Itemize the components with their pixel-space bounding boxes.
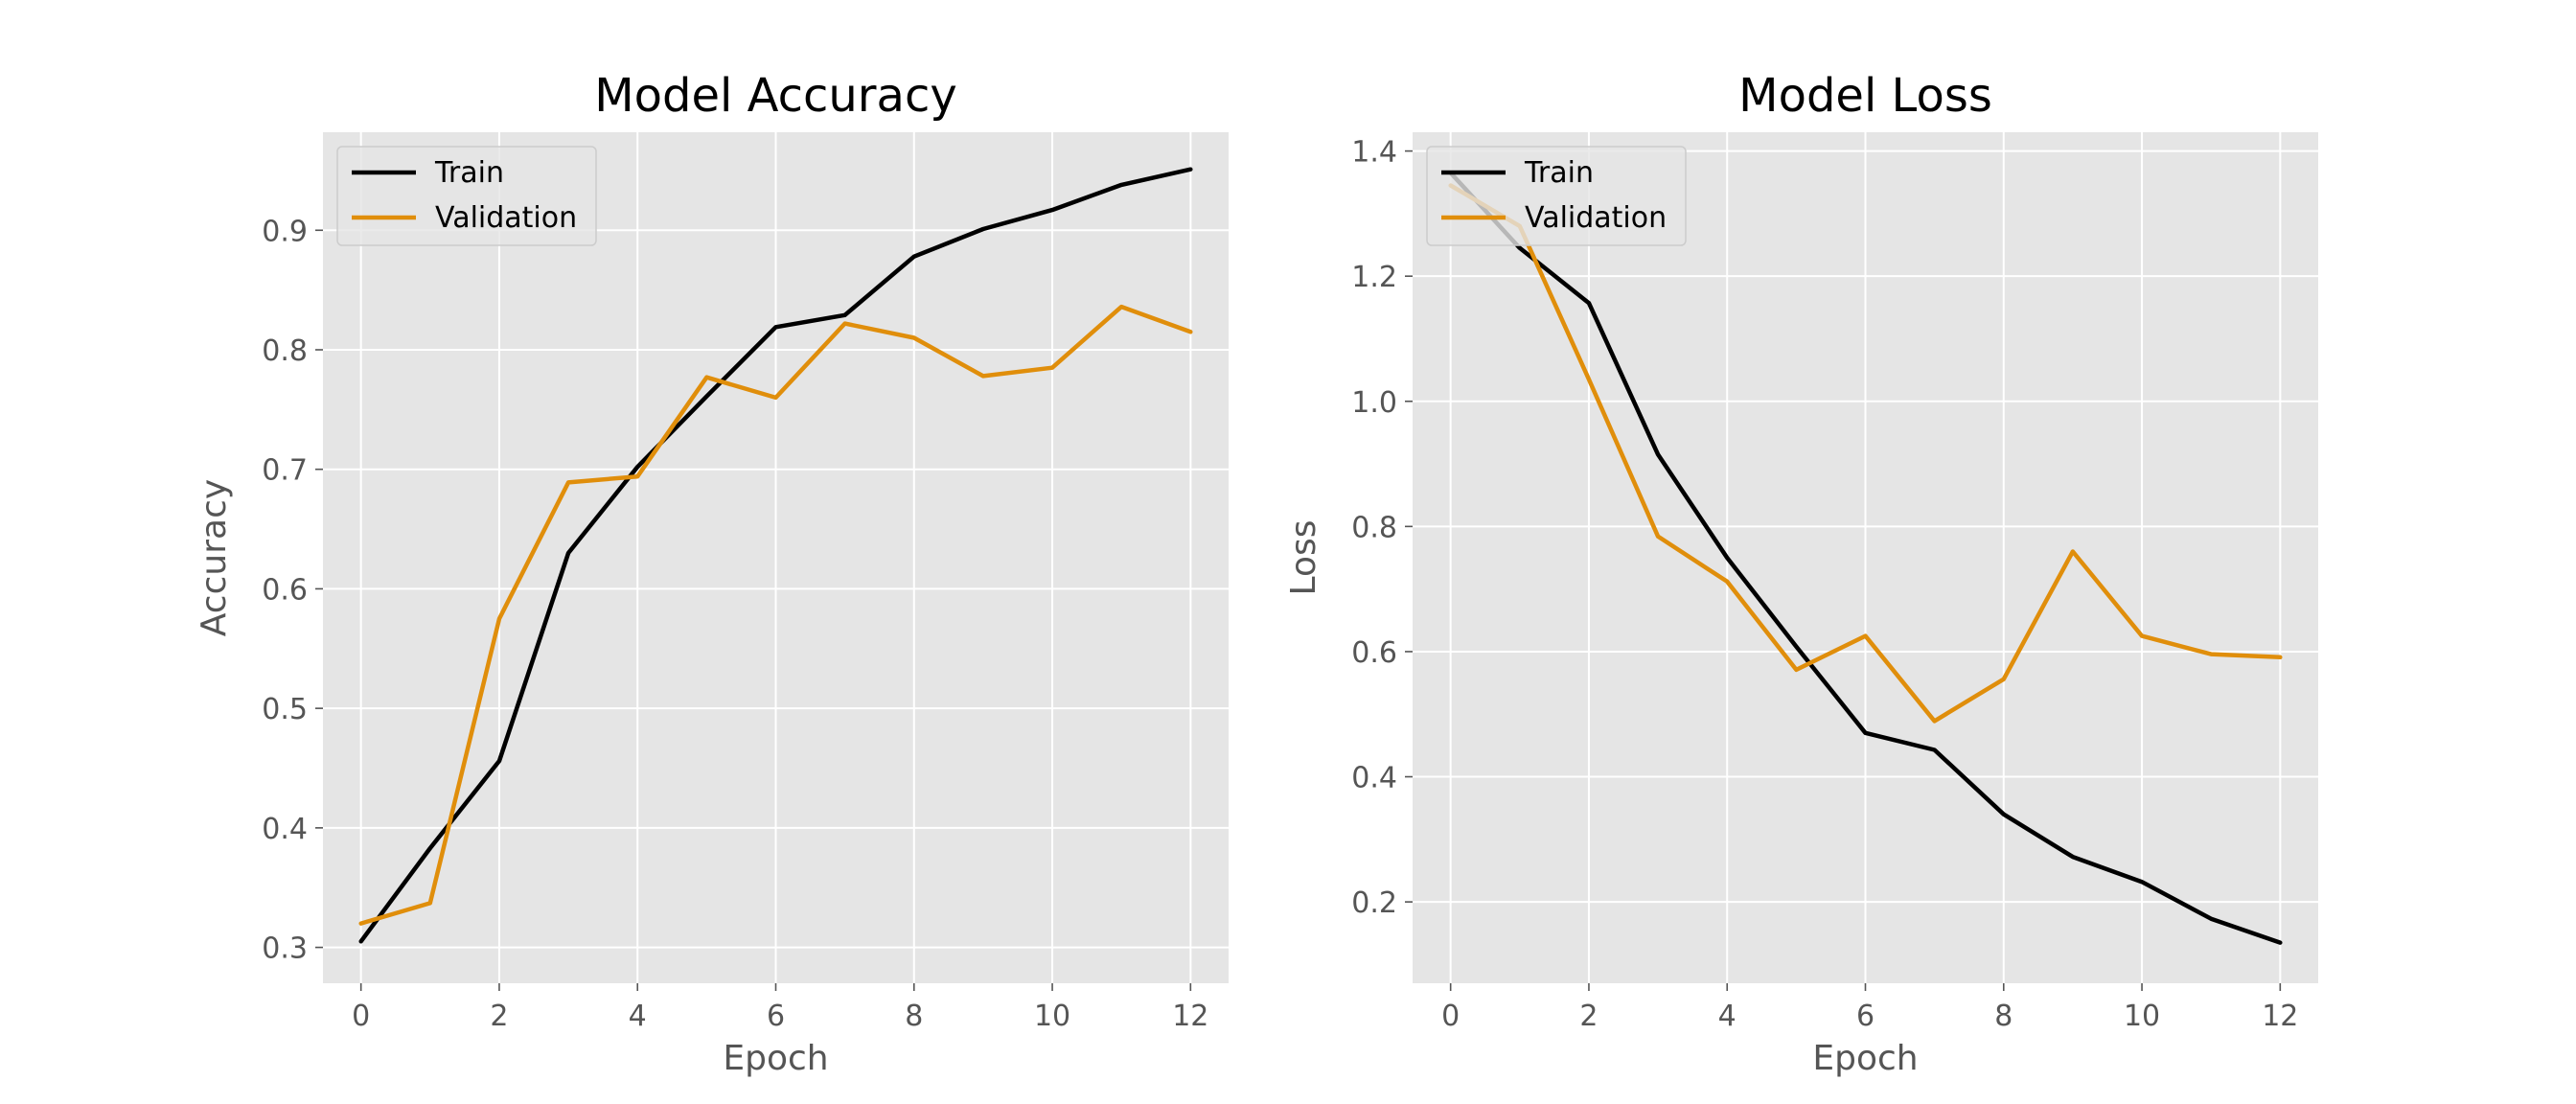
y-tick-label: 0.9 bbox=[262, 215, 308, 248]
x-tick-label: 2 bbox=[490, 1000, 508, 1033]
legend-label-validation: Validation bbox=[1525, 201, 1667, 235]
chart-0: 0 2 4 6 8 10 12 0.3 0.4 0.5 0.6 0.7 0.8 0.9 Train Valid… bbox=[195, 69, 1229, 1078]
x-tick-label: 8 bbox=[1994, 1000, 2012, 1033]
legend-label-train: Train bbox=[434, 156, 504, 190]
legend: Train Validation bbox=[336, 146, 597, 246]
y-tick-label: 0.2 bbox=[1351, 886, 1397, 920]
y-tick-label: 0.8 bbox=[1351, 511, 1397, 544]
legend: Train Validation bbox=[1426, 146, 1687, 246]
y-tick-label: 0.6 bbox=[262, 573, 308, 607]
x-tick-label: 10 bbox=[2124, 1000, 2160, 1033]
x-tick-label: 0 bbox=[1441, 1000, 1460, 1033]
series-line-train bbox=[358, 167, 1193, 944]
y-tick-label: 1.4 bbox=[1351, 136, 1397, 170]
series-line-validation bbox=[1448, 183, 2283, 724]
y-tick-label: 1.2 bbox=[1351, 261, 1397, 294]
y-axis-label: Accuracy bbox=[195, 479, 234, 636]
x-tick-label: 0 bbox=[352, 1000, 370, 1033]
y-tick-label: 0.7 bbox=[262, 454, 308, 488]
x-tick-label: 6 bbox=[767, 1000, 785, 1033]
x-tick-label: 6 bbox=[1856, 1000, 1874, 1033]
y-tick-label: 0.5 bbox=[262, 693, 308, 726]
x-tick-label: 12 bbox=[1172, 1000, 1208, 1033]
x-tick-label: 4 bbox=[1718, 1000, 1736, 1033]
y-tick-label: 1.0 bbox=[1351, 386, 1397, 420]
series-line-train bbox=[1448, 171, 2283, 945]
y-tick-label: 0.3 bbox=[262, 932, 308, 966]
legend-label-validation: Validation bbox=[435, 201, 577, 235]
x-tick-label: 10 bbox=[1034, 1000, 1070, 1033]
x-axis-label: Epoch bbox=[723, 1039, 828, 1078]
y-tick-label: 0.8 bbox=[262, 334, 308, 368]
y-tick-label: 0.4 bbox=[262, 813, 308, 846]
chart-title: Model Accuracy bbox=[594, 69, 957, 123]
x-tick-label: 12 bbox=[2262, 1000, 2298, 1033]
chart-title: Model Loss bbox=[1738, 69, 1992, 123]
series-line-validation bbox=[358, 304, 1193, 926]
legend-label-train: Train bbox=[1524, 156, 1594, 190]
y-axis-label: Loss bbox=[1284, 520, 1323, 596]
x-axis-label: Epoch bbox=[1812, 1039, 1918, 1078]
y-tick-label: 0.6 bbox=[1351, 636, 1397, 670]
y-tick-label: 0.4 bbox=[1351, 762, 1397, 795]
x-tick-label: 2 bbox=[1579, 1000, 1598, 1033]
x-tick-label: 4 bbox=[629, 1000, 647, 1033]
chart-1: 0 2 4 6 8 10 12 0.2 0.4 0.6 0.8 1.0 1.2 1.4 Train Valid… bbox=[1284, 69, 2318, 1078]
x-tick-label: 8 bbox=[905, 1000, 923, 1033]
